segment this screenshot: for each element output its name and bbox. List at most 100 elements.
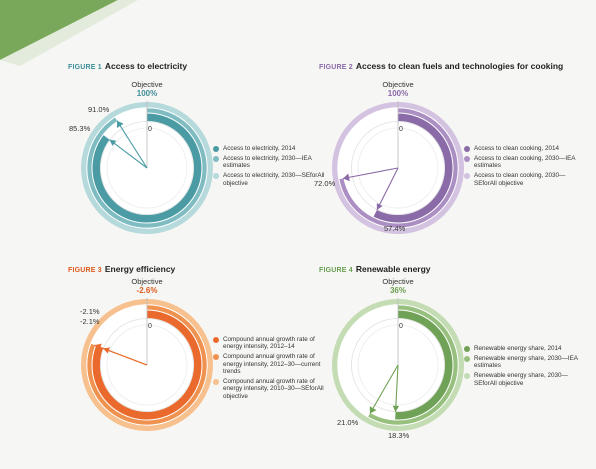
figure-3-legend-text-2: Compound annual growth rate of energy in…: [223, 353, 321, 376]
corner-triangle-light: [0, 0, 138, 66]
figure-3-needle-2: [94, 344, 148, 366]
figure-4-value-label-1: 21.0%: [337, 418, 359, 427]
figure-3-legend-swatch-3: [213, 379, 219, 386]
figure-2-legend: Access to clean cooking, 2014 Access to c…: [464, 145, 584, 190]
figure-4-number: FIGURE 4: [319, 267, 353, 274]
figure-1-zero-label: 0: [148, 126, 152, 133]
figure-1-legend-text-1: Access to electricity, 2014: [223, 145, 296, 152]
figure-2-value-label-1: 72.0%: [314, 179, 336, 188]
figure-4-legend-item-1: Renewable energy share, 2014: [464, 345, 584, 352]
corner-decoration: [0, 0, 138, 66]
figure-4-objective-value: 36%: [389, 286, 406, 295]
figure-4-donut: [332, 298, 464, 431]
figure-4-legend-swatch-2: [464, 355, 470, 362]
figure-4-title-text: Renewable energy: [355, 264, 431, 274]
figure-4-needle-1-arrowhead: [392, 405, 400, 412]
figure-1-needle-1-arrowhead: [109, 139, 117, 146]
figure-1-needle-2: [116, 120, 148, 169]
figure-4-legend: Renewable energy share, 2014 Renewable en…: [464, 345, 584, 390]
figure-2-value-label-2: 57.4%: [384, 224, 406, 233]
figure-4-legend-swatch-3: [464, 373, 470, 380]
figure-2-title: FIGURE 2 Access to clean fuels and techno…: [319, 61, 563, 71]
figure-1-ring-1-arc: [92, 113, 202, 223]
figure-3-legend-swatch-1: [213, 337, 219, 343]
figure-4-needle-2-arrowhead: [369, 406, 377, 414]
figure-2-number: FIGURE 2: [319, 64, 353, 71]
figure-1-objective-value: 100%: [136, 89, 158, 98]
figure-4-legend-swatch-1: [464, 346, 470, 352]
figure-4-legend-item-2: Renewable energy share, 2030—IEA estimat…: [464, 355, 584, 370]
figure-1-value-label-2: 85.3%: [69, 124, 91, 133]
figure-3-legend-item-3: Compound annual growth rate of energy in…: [213, 378, 333, 400]
figure-2-needle-1-arrowhead: [376, 203, 383, 211]
figure-2-zero-label: 0: [399, 126, 403, 133]
figure-1-legend-text-2: Access to electricity, 2030—IEA estimate…: [223, 154, 312, 170]
figure-3-legend-text-1: Compound annual growth rate of energy in…: [223, 336, 315, 351]
figure-1-number: FIGURE 1: [68, 64, 102, 71]
figure-3-legend-swatch-2: [213, 354, 219, 361]
figure-3-objective-value: -2.6%: [136, 286, 158, 295]
figure-2-ring-2-arc: [339, 108, 458, 228]
figure-4-needle-1: [394, 364, 399, 412]
figure-2-legend-text-2: Access to clean cooking, 2030—IEA estima…: [474, 154, 576, 170]
figure-3-donut: [81, 298, 213, 431]
figure-3-title: FIGURE 3 Energy efficiency: [68, 264, 175, 274]
figure-2-title-text: Access to clean fuels and technologies f…: [355, 61, 564, 71]
figure-2-legend-text-3: Access to clean cooking, 2030—SEforAll o…: [474, 172, 566, 187]
figure-2-objective-label: Objective: [382, 80, 414, 89]
figure-1-legend-swatch-3: [213, 173, 219, 180]
figure-4-zero-label: 0: [399, 323, 403, 330]
figure-2-needle-2-arrowhead: [342, 173, 350, 182]
figure-2-legend-swatch-2: [464, 155, 470, 162]
figure-4-value-label-2: 18.3%: [388, 431, 410, 440]
figure-1-needle-2-arrowhead: [116, 120, 124, 129]
figure-1-title-text: Access to electricity: [104, 61, 188, 71]
figure-1-legend-swatch-1: [213, 146, 219, 152]
figure-3-ring-1-arc: [92, 310, 202, 420]
figure-2-legend-swatch-3: [464, 173, 470, 180]
figure-3-zero-label: 0: [148, 323, 152, 330]
figure-3-objective-label: Objective: [131, 277, 163, 286]
figure-1-value-label-1: 91.0%: [88, 105, 110, 114]
figure-2-needle-2: [342, 167, 399, 180]
figure-3-needle-2-arrowhead: [94, 343, 102, 351]
figure-2-legend-swatch-1: [464, 146, 470, 152]
figure-3-value-label-2: -2.1%: [80, 317, 100, 326]
figure-4-needle-2: [369, 364, 399, 414]
figure-2-needle-1: [376, 167, 399, 211]
figure-4-objective-label: Objective: [382, 277, 414, 286]
figure-1-donut: [81, 101, 213, 234]
figure-1-legend-item-2: Access to electricity, 2030—IEA estimate…: [213, 155, 333, 170]
figure-2-legend-text-1: Access to clean cooking, 2014: [474, 145, 560, 152]
figure-1-legend-swatch-2: [213, 155, 219, 162]
figure-1-legend-item-1: Access to electricity, 2014: [213, 145, 333, 152]
figure-3-ring-2-arc: [87, 305, 207, 425]
figure-3-legend: Compound annual growth rate of energy in…: [213, 336, 333, 403]
figure-4-legend-item-3: Renewable energy share, 2030—SEforAll ob…: [464, 372, 584, 387]
figure-4-legend-text-1: Renewable energy share, 2014: [474, 345, 562, 352]
figure-3-legend-text-3: Compound annual growth rate of energy in…: [223, 378, 324, 400]
figure-2-objective-value: 100%: [387, 89, 409, 98]
figure-4-ring-1-arc: [395, 310, 453, 420]
figure-4-ring-2-arc: [368, 305, 458, 425]
figure-1-legend-text-3: Access to electricity, 2030—SEforAll obj…: [223, 172, 325, 187]
figure-1-title: FIGURE 1 Access to electricity: [68, 61, 187, 71]
figure-2-legend-item-3: Access to clean cooking, 2030—SEforAll o…: [464, 172, 584, 187]
figure-1-legend: Access to electricity, 2014 Access to ele…: [213, 145, 333, 190]
figure-4-legend-text-2: Renewable energy share, 2030—IEA estimat…: [474, 354, 578, 370]
figure-4-title: FIGURE 4 Renewable energy: [319, 264, 431, 274]
figure-3-legend-item-2: Compound annual growth rate of energy in…: [213, 353, 333, 375]
figure-2-ring-1-arc: [373, 113, 453, 223]
figure-2-donut: [332, 101, 464, 234]
figure-3-legend-item-1: Compound annual growth rate of energy in…: [213, 336, 333, 351]
figure-4-legend-text-3: Renewable energy share, 2030—SEforAll ob…: [474, 372, 568, 387]
figure-1-legend-item-3: Access to electricity, 2030—SEforAll obj…: [213, 172, 333, 187]
figure-1-needle-1: [109, 139, 148, 169]
figure-1-ring-2-arc: [87, 108, 207, 228]
figure-2-legend-item-2: Access to clean cooking, 2030—IEA estima…: [464, 155, 584, 170]
figure-3-title-text: Energy efficiency: [104, 264, 176, 274]
figure-2-legend-item-1: Access to clean cooking, 2014: [464, 145, 584, 152]
figure-1-objective-label: Objective: [131, 80, 163, 89]
figure-3-number: FIGURE 3: [68, 267, 102, 274]
